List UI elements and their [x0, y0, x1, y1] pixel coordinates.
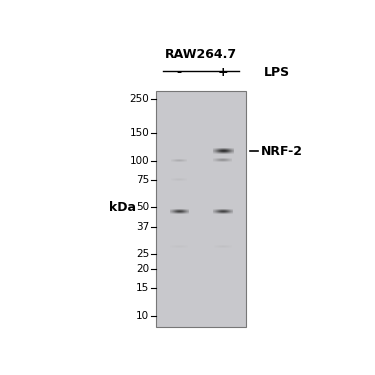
Text: 20: 20 — [136, 264, 149, 274]
Text: 75: 75 — [136, 175, 149, 185]
Text: NRF-2: NRF-2 — [261, 145, 303, 158]
Text: kDa: kDa — [109, 201, 136, 214]
Text: +: + — [217, 66, 228, 79]
Text: 25: 25 — [136, 249, 149, 259]
Text: LPS: LPS — [263, 66, 290, 79]
Text: 100: 100 — [129, 156, 149, 165]
Text: 250: 250 — [129, 94, 149, 104]
Text: -: - — [177, 66, 182, 79]
Text: 15: 15 — [136, 283, 149, 293]
Text: 150: 150 — [129, 128, 149, 138]
Text: 10: 10 — [136, 310, 149, 321]
Text: 50: 50 — [136, 202, 149, 212]
Text: RAW264.7: RAW264.7 — [165, 48, 237, 61]
FancyBboxPatch shape — [156, 91, 246, 327]
Text: 37: 37 — [136, 222, 149, 232]
